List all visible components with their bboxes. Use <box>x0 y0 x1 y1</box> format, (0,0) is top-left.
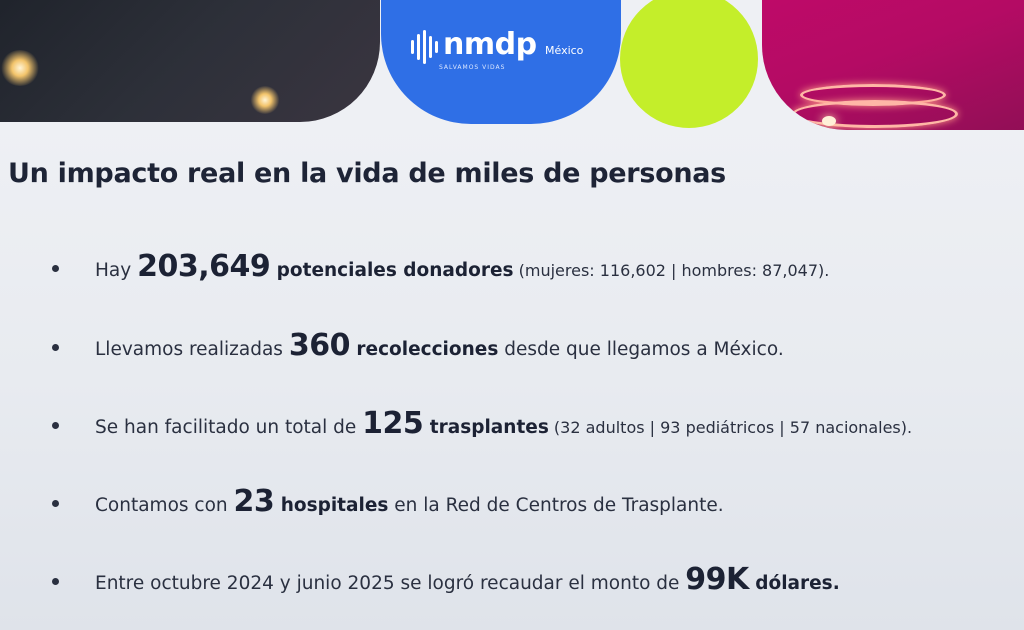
bullet-text: Hay <box>95 260 138 281</box>
bullet-item: Se han facilitado un total de 125 traspl… <box>52 406 912 441</box>
logo-bars-icon <box>411 30 438 64</box>
bullet-dot-icon <box>52 344 59 351</box>
bullet-dot-icon <box>52 422 59 429</box>
header-band: nmdp SALVAMOS VIDAS México <box>0 0 1024 132</box>
bullet-bold: hospitales <box>274 495 389 516</box>
bullet-number: 23 <box>233 484 275 519</box>
bullet-bold: recolecciones <box>349 339 499 360</box>
bullet-text: Se han facilitado un total de <box>95 417 363 438</box>
bullet-number: 125 <box>362 406 424 441</box>
bullet-bold: potenciales donadores <box>270 260 514 281</box>
lamp-ring-icon <box>792 100 958 128</box>
bullet-number: 203,649 <box>137 249 271 284</box>
bullet-detail: desde que llegamos a México. <box>498 339 784 360</box>
bullet-detail: en la Red de Centros de Trasplante. <box>388 495 724 516</box>
lamp-light-icon <box>822 116 836 126</box>
bullet-item: Hay 203,649 potenciales donadores (mujer… <box>52 249 829 284</box>
green-circle-decoration <box>620 0 758 128</box>
bullet-text: Entre octubre 2024 y junio 2025 se logró… <box>95 573 686 594</box>
light-glow-icon <box>0 50 40 86</box>
logo: nmdp <box>411 28 537 64</box>
bullet-bold: trasplantes <box>423 417 549 438</box>
bullet-item: Llevamos realizadas 360 recolecciones de… <box>52 328 784 363</box>
bullet-dot-icon <box>52 578 59 585</box>
bullet-text: Contamos con <box>95 495 234 516</box>
bullet-item: Entre octubre 2024 y junio 2025 se logró… <box>52 562 840 597</box>
bullet-detail: (32 adultos | 93 pediátricos | 57 nacion… <box>548 418 913 437</box>
bullet-number: 360 <box>288 328 351 363</box>
bullet-text: Llevamos realizadas <box>95 339 289 360</box>
bullet-dot-icon <box>52 265 59 272</box>
logo-pill: nmdp SALVAMOS VIDAS México <box>381 0 621 124</box>
bullet-bold: dólares. <box>748 573 840 594</box>
header-photo-left <box>0 0 380 122</box>
logo-country: México <box>545 44 584 57</box>
bullet-detail: (mujeres: 116,602 | hombres: 87,047). <box>513 261 830 280</box>
logo-wordmark: nmdp <box>443 27 537 62</box>
light-glow-icon <box>250 86 280 114</box>
bullet-dot-icon <box>52 500 59 507</box>
logo-tagline: SALVAMOS VIDAS <box>439 64 506 71</box>
slide-title: Un impacto real en la vida de miles de p… <box>8 158 726 189</box>
bullet-number: 99K <box>685 562 749 597</box>
header-photo-right <box>762 0 1024 130</box>
bullet-item: Contamos con 23 hospitales en la Red de … <box>52 484 724 519</box>
